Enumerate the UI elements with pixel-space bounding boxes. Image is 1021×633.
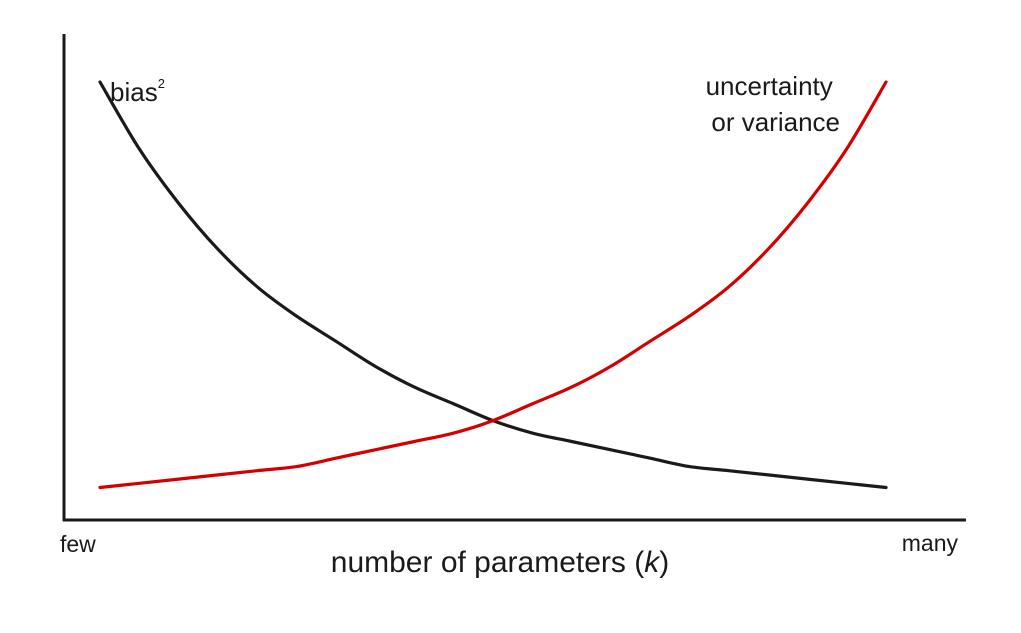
bias-superscript: 2 xyxy=(158,76,165,91)
x-tick-label-few: few xyxy=(60,531,96,557)
variance-label-line-1: uncertainty xyxy=(706,71,833,101)
variance-curve xyxy=(98,80,888,490)
variance-label-line-2: or variance xyxy=(711,107,840,137)
bias-curve xyxy=(98,80,888,490)
x-axis-title: number of parameters (k) xyxy=(331,546,669,579)
variance-label: uncertainty or variance xyxy=(706,71,840,137)
bias-label: bias2 xyxy=(110,76,165,107)
x-tick-label-many: many xyxy=(902,530,959,556)
